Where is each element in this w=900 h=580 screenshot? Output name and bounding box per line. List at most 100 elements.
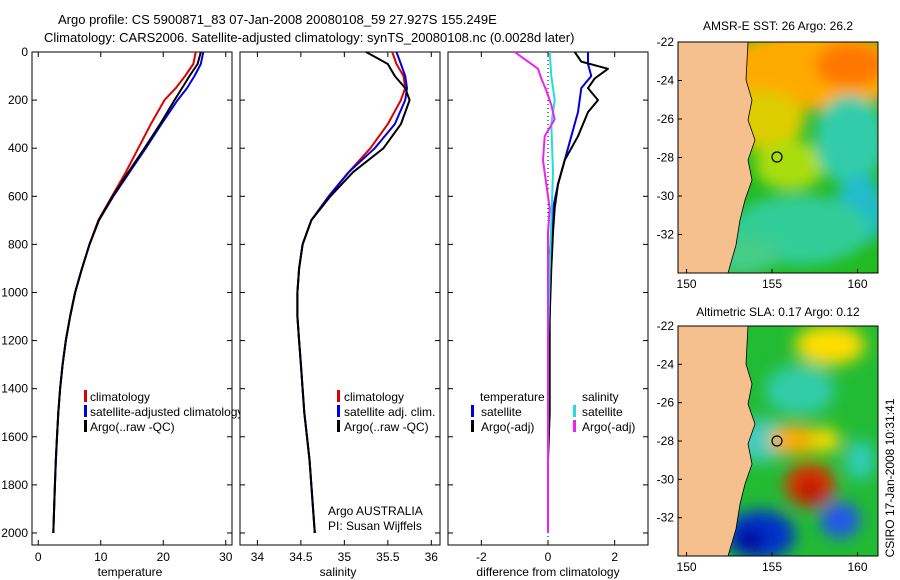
- temperature-xlabel: temperature: [98, 565, 163, 579]
- legend-label-sal-satellite: satellite: [582, 405, 623, 419]
- y-tick-label: 200: [8, 93, 28, 107]
- difference-xlabel: difference from climatology: [476, 565, 619, 579]
- map-y-tick-label: -22: [657, 35, 675, 49]
- difference-series: [514, 51, 609, 533]
- map-y-tick-label: -32: [657, 228, 675, 242]
- legend-swatch-argo: [84, 420, 87, 432]
- y-tick-label: 400: [8, 141, 28, 155]
- y-tick-label: 2000: [1, 526, 28, 540]
- temperature-yticks: 0 200 400 600 800 1000 1200 1400 1600 1800 2000: [1, 45, 232, 540]
- legend-swatch-sal-satellite: [573, 405, 576, 417]
- temperature-series: [52, 51, 205, 534]
- salinity-series: [296, 51, 411, 534]
- map-y-tick-label: -24: [657, 74, 675, 88]
- x-tick-label: 2: [611, 550, 618, 564]
- sst-coastline: [727, 42, 756, 273]
- sst-map-panel: AMSR-E SST: 26 Argo: 26.2 150 155 160 -22-…: [657, 19, 879, 291]
- legend-heading-temperature: temperature: [480, 390, 545, 404]
- figure-title-line1: Argo profile: CS 5900871_83 07-Jan-2008 …: [58, 12, 497, 27]
- map-y-tick-label: -30: [657, 189, 675, 203]
- map-y-tick-label: -26: [657, 396, 675, 410]
- y-tick-label: 1800: [1, 478, 28, 492]
- x-tick-label: 35: [338, 550, 352, 564]
- legend-label-climatology: climatology: [344, 390, 404, 404]
- map-y-tick-label: -24: [657, 357, 675, 371]
- legend-swatch-climatology: [84, 390, 87, 402]
- csiro-timestamp: CSIRO 17-Jan-2008 10:31:41: [883, 398, 897, 557]
- legend-label-satellite-adj: satellite adj. clim.: [344, 405, 435, 419]
- x-tick-label: 36: [425, 550, 439, 564]
- map-y-tick-label: -32: [657, 511, 675, 525]
- legend-swatch-satellite-adjusted: [84, 405, 87, 417]
- sla-coastline: [727, 326, 756, 556]
- map-x-tick-label: 150: [677, 277, 697, 291]
- legend-swatch-climatology: [337, 390, 340, 402]
- legend-label-sal-argo: Argo(-adj): [582, 420, 635, 434]
- argo-australia-label: Argo AUSTRALIA: [328, 504, 423, 518]
- y-tick-label: 0: [21, 45, 28, 59]
- legend-label-argo: Argo(..raw -QC): [344, 420, 429, 434]
- x-tick-label: 35.5: [376, 550, 400, 564]
- legend-label-temp-argo: Argo(-adj): [481, 420, 534, 434]
- map-y-tick-label: -30: [657, 472, 675, 486]
- map-x-tick-label: 155: [762, 560, 782, 574]
- series-line-argo-raw-qc: [52, 51, 202, 534]
- x-tick-label: 0: [35, 550, 42, 564]
- y-tick-label: 1000: [1, 285, 28, 299]
- sst-argo-marker: [771, 151, 783, 163]
- legend-swatch-sal-argo: [573, 420, 576, 432]
- y-tick-label: 1200: [1, 334, 28, 348]
- temperature-legend: climatology satellite-adjusted climatolo…: [84, 390, 243, 434]
- map-x-tick-label: 155: [762, 277, 782, 291]
- sla-map-yticks: -22 -24 -26 -28 -30 -32: [657, 319, 682, 525]
- difference-xticks: -2 0 2: [476, 52, 618, 564]
- x-tick-label: 34: [251, 550, 265, 564]
- x-tick-label: 30: [219, 550, 233, 564]
- x-tick-label: -2: [476, 550, 487, 564]
- series-line-argo-raw-qc: [296, 51, 411, 534]
- temperature-panel: 0 10 20 30 0 200 400 600 800 1000 1200 1400 1600 180…: [1, 45, 243, 579]
- sla-map-title: Altimetric SLA: 0.17 Argo: 0.12: [696, 305, 860, 319]
- legend-heading-salinity: salinity: [582, 390, 619, 404]
- pi-label: PI: Susan Wijffels: [328, 519, 422, 533]
- salinity-ymarks: [240, 51, 440, 534]
- map-x-tick-label: 160: [847, 560, 867, 574]
- map-y-tick-label: -28: [657, 434, 675, 448]
- sst-map-xticks: 150 155 160: [677, 269, 868, 291]
- legend-label-climatology: climatology: [90, 390, 150, 404]
- temperature-axes-frame: [31, 51, 233, 546]
- legend-swatch-satellite-adj: [337, 405, 340, 417]
- y-tick-label: 800: [8, 237, 28, 251]
- salinity-xlabel: salinity: [320, 565, 357, 579]
- sla-map-field: [678, 326, 878, 556]
- legend-swatch-argo: [337, 420, 340, 432]
- sla-map-xticks: 150 155 160: [677, 552, 868, 574]
- legend-swatch-temp-satellite: [471, 405, 474, 417]
- sla-argo-marker: [771, 435, 783, 447]
- map-x-tick-label: 150: [677, 560, 697, 574]
- figure-title-line2: Climatology: CARS2006. Satellite-adjuste…: [44, 30, 574, 45]
- temperature-xticks: 0 10 20 30: [35, 52, 233, 564]
- map-y-tick-label: -26: [657, 112, 675, 126]
- salinity-xticks: 34 34.5 35 35.5 36: [251, 52, 439, 564]
- sst-map-field: [678, 42, 878, 273]
- x-tick-label: 20: [157, 550, 171, 564]
- difference-legend: temperature salinity satellite Argo(-adj…: [471, 390, 635, 434]
- legend-label-temp-satellite: satellite: [481, 405, 522, 419]
- y-tick-label: 600: [8, 189, 28, 203]
- sst-map-yticks: -22 -24 -26 -28 -30 -32: [657, 35, 682, 242]
- y-tick-label: 1400: [1, 382, 28, 396]
- sla-map-panel: Altimetric SLA: 0.17 Argo: 0.12 150 155 16: [657, 305, 879, 574]
- legend-swatch-temp-argo: [471, 420, 474, 432]
- salinity-legend: climatology satellite adj. clim. Argo(..…: [337, 390, 435, 434]
- x-tick-label: 0: [545, 550, 552, 564]
- map-y-tick-label: -28: [657, 151, 675, 165]
- y-tick-label: 1600: [1, 430, 28, 444]
- series-line-salinity-argo-adj: [514, 51, 556, 533]
- salinity-axes-frame: [239, 51, 441, 546]
- sst-land: [678, 42, 755, 273]
- difference-panel: -2 0 2 difference from climatology tempera…: [447, 51, 649, 579]
- sla-land: [678, 326, 755, 556]
- x-tick-label: 10: [94, 550, 108, 564]
